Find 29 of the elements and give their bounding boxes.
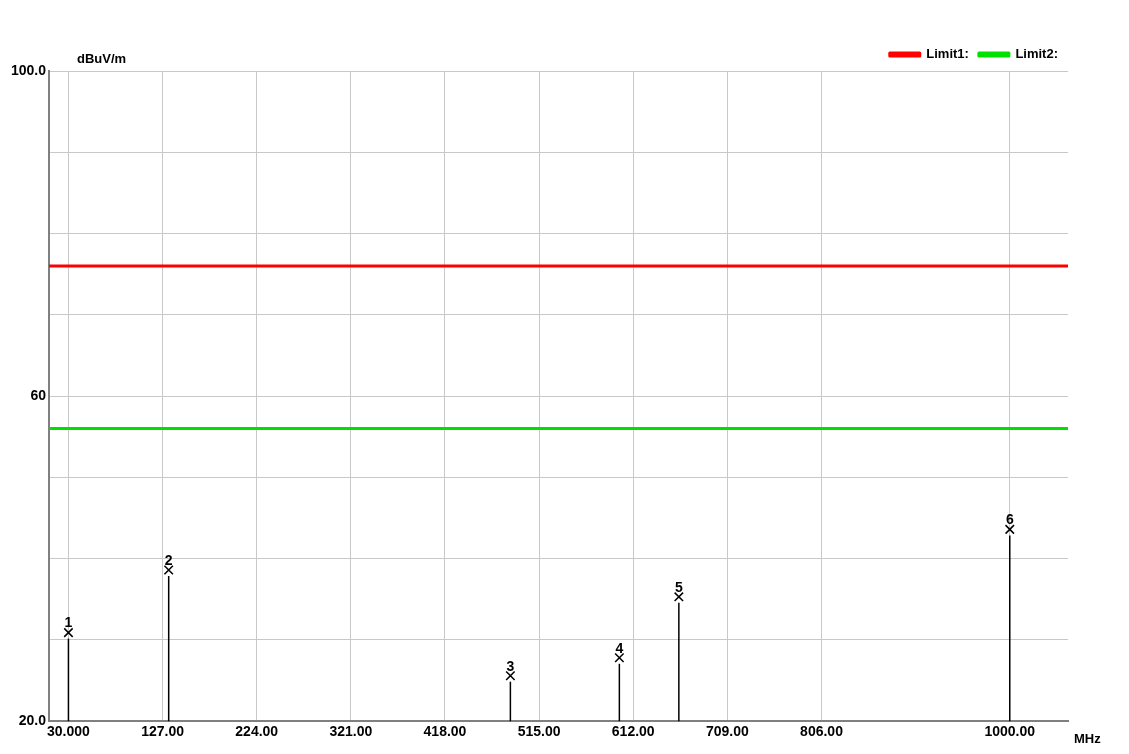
legend-label: Limit2: [1015, 46, 1059, 62]
annotation: 1 [64, 614, 73, 631]
point [1004, 524, 1015, 535]
point [505, 670, 516, 681]
point [673, 591, 684, 602]
x-tick-label: 127.00 [141, 723, 185, 740]
x-tick-label: 515.00 [517, 723, 561, 740]
annotation: 2 [164, 551, 173, 568]
annotation: 4 [615, 639, 624, 656]
y-axis-title: dBuV/m [77, 50, 127, 66]
y-tick-label: 20.0 [18, 712, 47, 729]
annotation: 6 [1005, 511, 1014, 528]
x-tick-label: 224.00 [235, 723, 279, 740]
x-tick-label: 418.00 [423, 723, 467, 740]
x-tick-label: 321.00 [329, 723, 373, 740]
x-tick-label: 806.00 [800, 723, 844, 740]
x-tick-label: 30.000 [47, 723, 91, 740]
point [614, 652, 625, 663]
x-tick-label: 1000.00 [984, 723, 1036, 740]
x-axis-title: MHz [1074, 730, 1102, 746]
point [63, 627, 74, 638]
x-tick-label: 612.00 [611, 723, 655, 740]
legend-label: Limit1: [926, 46, 969, 62]
point [163, 565, 174, 576]
y-tick-label: 100.0 [10, 61, 47, 78]
annotation: 3 [506, 657, 515, 674]
annotation: 5 [674, 578, 683, 595]
y-tick-label: 60 [30, 386, 47, 403]
x-tick-label: 709.00 [705, 723, 749, 740]
